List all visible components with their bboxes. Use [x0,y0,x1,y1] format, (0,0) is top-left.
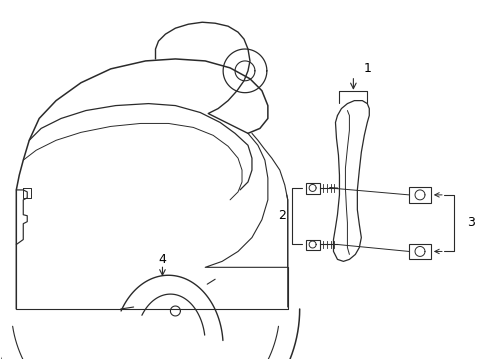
Text: 3: 3 [466,216,474,229]
Text: 2: 2 [277,209,285,222]
Bar [408,187,430,203]
Text: 1: 1 [363,62,370,75]
Bar [305,183,319,194]
Bar [408,243,430,260]
Bar [305,239,319,251]
Text: 4: 4 [158,253,166,266]
